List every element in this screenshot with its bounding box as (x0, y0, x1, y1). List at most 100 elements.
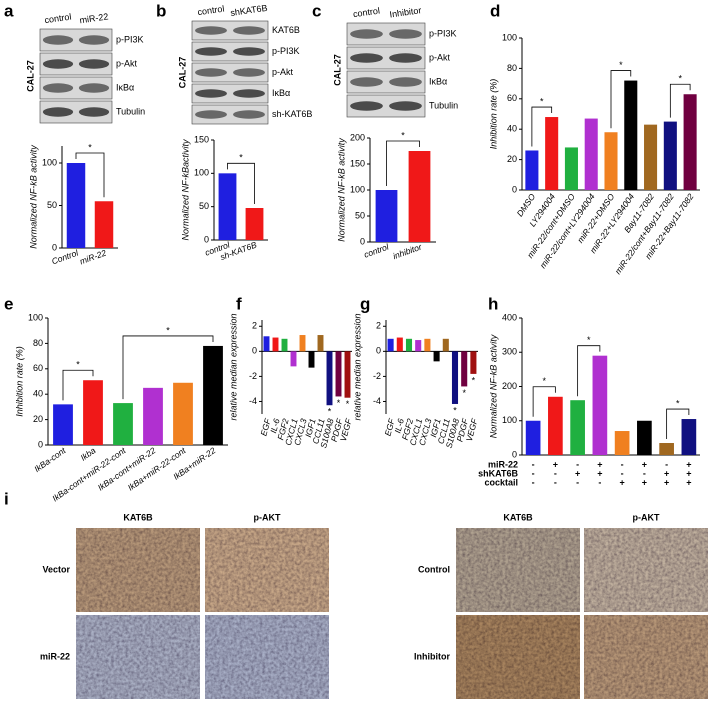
band-label: IκBα (429, 76, 447, 86)
y-tick-label: 2 (376, 321, 381, 331)
significance-bracket (610, 70, 632, 129)
band-label: p-Akt (116, 58, 138, 68)
y-tick-label: 150 (350, 158, 365, 168)
condition-sign: + (642, 477, 647, 487)
row-label: miR-22 (40, 651, 70, 661)
band-label: p-Akt (272, 67, 294, 77)
column-header: p-AKT (254, 512, 281, 522)
significance-star: * (678, 74, 682, 84)
bar (408, 151, 431, 242)
bar (396, 337, 403, 352)
lane-label: Inhibitor (389, 5, 422, 19)
bar (592, 355, 608, 455)
y-tick-label: 20 (33, 414, 43, 424)
y-tick-label: -2 (373, 371, 381, 381)
ihc-image (205, 615, 329, 699)
x-tick-label: IGF1 (303, 417, 318, 438)
blot-strip (39, 100, 113, 124)
y-tick-label: 80 (33, 338, 43, 348)
bar (173, 382, 193, 445)
bar (442, 338, 449, 352)
condition-sign: + (686, 468, 691, 478)
bar (405, 338, 413, 352)
bar (326, 351, 333, 406)
blot-strip (191, 41, 269, 62)
blot-strip (346, 94, 426, 118)
ihc-image (76, 528, 200, 612)
y-tick-label: 60 (507, 93, 517, 103)
y-tick-label: 80 (507, 63, 517, 73)
band-label: p-PI3K (272, 46, 300, 56)
bar (564, 147, 578, 190)
blot-strip (346, 70, 426, 94)
ihc-image (584, 615, 708, 699)
x-tick-label: inhibitor (392, 241, 424, 261)
condition-sign: - (576, 477, 579, 487)
y-tick-label: 100 (502, 415, 517, 425)
bar (659, 443, 674, 455)
significance-star: * (76, 360, 80, 370)
bar (663, 121, 677, 190)
condition-sign: - (554, 477, 557, 487)
bar (681, 419, 697, 455)
bar (66, 163, 86, 248)
significance-bracket (62, 369, 94, 401)
blot-band (78, 107, 110, 117)
cell-line: CAL-27 (332, 54, 342, 86)
blot-band (350, 77, 383, 87)
x-tick-label: EGF (383, 417, 397, 437)
bar (281, 338, 288, 352)
y-tick-label: 0 (512, 449, 517, 459)
band-label: IκBα (116, 82, 134, 92)
y-tick-label: -4 (249, 396, 257, 406)
blot-band (42, 107, 74, 117)
cell-line: CAL-27 (177, 57, 187, 89)
bar (548, 396, 563, 455)
blot-band (389, 101, 422, 111)
blot-band (195, 110, 227, 119)
condition-name: shKAT6B (478, 468, 518, 478)
y-tick-label: 0 (360, 236, 365, 246)
significance-bracket (666, 408, 690, 440)
column-header: KAT6B (503, 512, 533, 522)
lane-label: control (197, 4, 225, 18)
ihc-image (76, 615, 200, 699)
band-label: Tubulin (116, 106, 145, 116)
blot-band (195, 26, 227, 35)
ihc-image (456, 528, 580, 612)
significance-star: * (328, 407, 332, 417)
y-axis-label: Normalized NF-kBactivity (180, 139, 190, 241)
condition-sign: - (665, 459, 668, 469)
condition-sign: + (664, 477, 669, 487)
significance-star: * (401, 130, 405, 140)
y-tick-label: 0 (252, 346, 257, 356)
column-header: p-AKT (633, 512, 660, 522)
blot-band (42, 83, 74, 93)
bar (470, 351, 477, 374)
condition-sign: + (553, 459, 558, 469)
condition-sign: - (532, 477, 535, 487)
bar (415, 340, 422, 352)
condition-sign: - (598, 477, 601, 487)
significance-star: * (540, 96, 544, 106)
condition-sign: + (642, 459, 647, 469)
bar (143, 387, 163, 445)
condition-sign: + (686, 459, 691, 469)
y-tick-label: 50 (199, 201, 209, 211)
panel-letter: d (490, 1, 500, 20)
row-label: Control (418, 564, 450, 574)
condition-sign: - (554, 468, 557, 478)
condition-sign: - (576, 459, 579, 469)
y-tick-label: 40 (507, 124, 517, 134)
x-tick-label: IL-6 (268, 417, 282, 434)
blot-strip (39, 76, 113, 100)
x-tick-label: miR-22 (78, 248, 107, 267)
bar (451, 351, 459, 404)
bar (461, 351, 468, 387)
y-tick-label: 100 (194, 168, 209, 178)
cell-line: CAL-27 (25, 60, 35, 92)
bar (335, 351, 342, 397)
ihc-image (205, 528, 329, 612)
bar (604, 132, 618, 190)
significance-bracket (531, 106, 553, 147)
